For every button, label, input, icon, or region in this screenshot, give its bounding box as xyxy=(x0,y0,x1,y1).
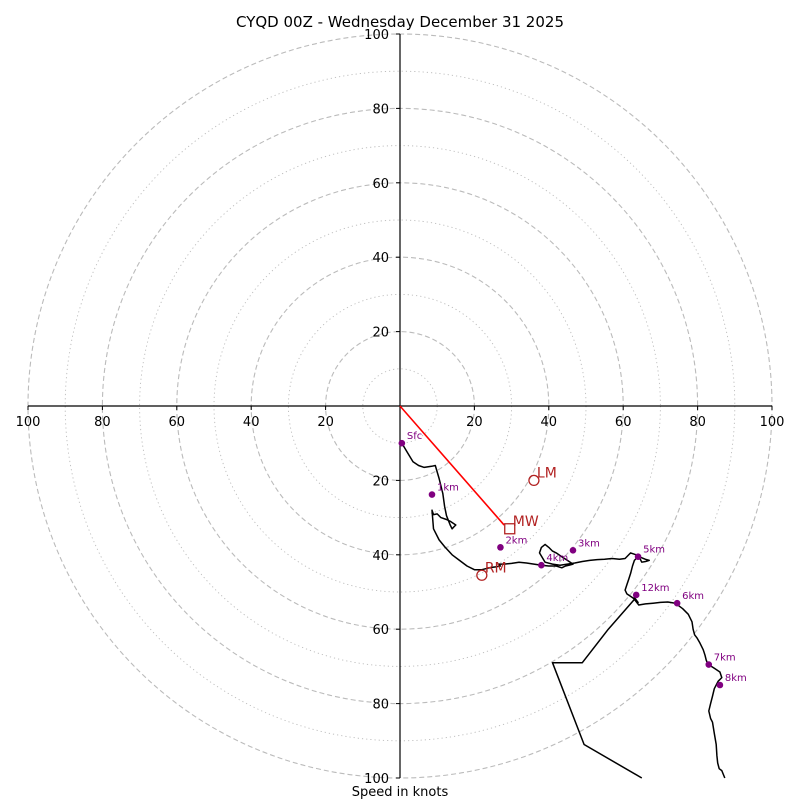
height-marker-dot xyxy=(705,661,713,668)
hodograph-line xyxy=(401,442,726,779)
hodograph-line-segment xyxy=(551,598,643,779)
storm-motion-square xyxy=(504,523,516,535)
y-tick-label: 100 xyxy=(364,28,389,43)
y-tick-label: 60 xyxy=(372,623,389,638)
storm-motion-circle xyxy=(476,569,488,581)
y-tick-label: 40 xyxy=(372,251,389,266)
x-tick-label: 40 xyxy=(541,415,558,430)
y-tick-label: 100 xyxy=(364,772,389,787)
height-marker-dot xyxy=(569,547,577,554)
x-tick-label: 80 xyxy=(94,415,111,430)
storm-motion-label: LM xyxy=(537,465,557,481)
height-marker-label: 7km xyxy=(714,653,736,664)
y-tick-label: 80 xyxy=(372,102,389,117)
height-marker-dot xyxy=(632,591,640,599)
height-marker-dot xyxy=(673,599,681,607)
height-marker-label: 3km xyxy=(578,538,600,549)
chart-title: CYQD 00Z - Wednesday December 31 2025 xyxy=(236,13,564,31)
height-marker-label: 8km xyxy=(725,673,747,684)
height-markers: Sfc 1km 2km 3km 4km 5km 12km 6km 7km 8km xyxy=(398,431,747,689)
storm-motion-label: MW xyxy=(513,514,539,530)
x-tick-label: 60 xyxy=(169,415,186,430)
height-marker-dot xyxy=(538,561,545,569)
height-marker-dot xyxy=(716,681,724,689)
x-tick-label: 60 xyxy=(615,415,632,430)
height-marker-dot xyxy=(398,439,406,447)
height-marker-label: 12km xyxy=(641,583,669,594)
x-tick-label: 40 xyxy=(243,415,260,430)
y-tick-label: 80 xyxy=(372,698,389,713)
x-tick-label: 20 xyxy=(317,415,334,430)
x-axis-label: Speed in knots xyxy=(352,785,449,800)
y-tick-label: 20 xyxy=(372,326,389,341)
height-marker-dot xyxy=(428,491,436,498)
height-marker-label: 6km xyxy=(682,591,704,602)
height-marker-label: 1km xyxy=(437,483,459,494)
tick-labels: 100 80 60 40 20 20 40 60 80 100 100 80 60 40 20 20 40 60 8… xyxy=(16,28,785,787)
height-marker-label: 5km xyxy=(643,545,665,556)
storm-motion-markers: LM MW RM xyxy=(476,465,557,581)
height-marker-dot xyxy=(497,544,504,551)
height-marker-label: 2km xyxy=(505,535,527,546)
x-tick-label: 100 xyxy=(760,415,785,430)
height-marker-label: Sfc xyxy=(407,431,422,442)
height-marker-label: 4km xyxy=(546,553,568,564)
y-tick-label: 40 xyxy=(372,549,389,564)
y-tick-label: 60 xyxy=(372,177,389,192)
shear-vector-line xyxy=(399,405,505,526)
shear-vector-group xyxy=(399,405,505,526)
wind-trace xyxy=(401,442,726,779)
y-tick-label: 20 xyxy=(372,474,389,489)
storm-motion-label: RM xyxy=(485,560,507,576)
height-marker-dot xyxy=(634,553,642,560)
x-tick-label: 20 xyxy=(466,415,483,430)
x-tick-label: 100 xyxy=(16,415,41,430)
storm-motion-circle xyxy=(528,474,540,487)
x-tick-label: 80 xyxy=(689,415,706,430)
